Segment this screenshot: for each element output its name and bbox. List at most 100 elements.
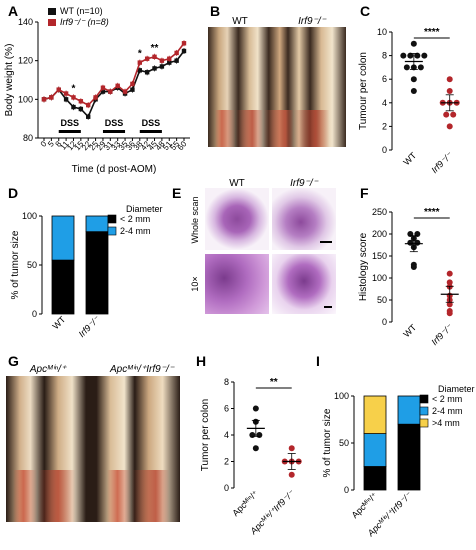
a-dss-bar — [58, 130, 81, 133]
a-legend-swatch-wt — [48, 8, 56, 15]
a-ko-point — [86, 102, 91, 108]
d-y-tick-label: 50 — [27, 260, 37, 270]
photo-label-b-ko: Irf9⁻/⁻ — [298, 16, 327, 27]
photo-label-g-right: Apcᴹⁱⁿ/⁺Irf9⁻/⁻ — [109, 364, 175, 375]
scale-bar-10x — [324, 306, 332, 308]
a-ko-point — [100, 85, 106, 90]
a-x-tick-label: 5 — [46, 139, 56, 149]
histology-ws-wt — [205, 188, 269, 250]
a-wt-point — [137, 68, 142, 73]
d-x-tick-label: Irf9⁻/⁻ — [77, 313, 103, 339]
c-y-axis-label: Tumour per colon — [358, 52, 369, 130]
a-x-tick-label: 60 — [176, 139, 189, 152]
i-legend-title: Diameter — [438, 384, 475, 394]
d-bar-segment — [85, 231, 109, 315]
i-legend-item: 2-4 mm — [432, 406, 463, 416]
f-y-tick-label: 100 — [372, 273, 387, 283]
d-y-tick-label: 100 — [22, 211, 37, 221]
a-dss-bar — [102, 130, 126, 133]
d-bar-segment — [51, 259, 75, 315]
a-ko-point — [41, 97, 47, 102]
a-wt-point — [130, 87, 135, 92]
h-point — [252, 405, 259, 412]
c-point — [400, 52, 407, 59]
f-point — [446, 310, 453, 317]
i-legend-swatch — [419, 394, 429, 404]
a-legend-swatch-ko — [48, 19, 56, 26]
c-significance: **** — [424, 27, 440, 38]
a-ko-point — [152, 54, 157, 59]
c-point — [410, 76, 417, 83]
photo-label-e-row1: Whole scan — [190, 196, 200, 243]
a-ko-point — [49, 95, 54, 100]
h-y-tick-label: 2 — [224, 457, 229, 467]
a-wt-point — [71, 104, 76, 110]
d-legend-item: < 2 mm — [120, 214, 150, 224]
panel-label-b: B — [210, 3, 220, 19]
h-x-tick-label: Apcᴹⁱⁿ/⁺ — [230, 488, 260, 518]
h-y-axis-label: Tumor per colon — [200, 399, 211, 471]
a-y-axis-label: Body weight (%) — [4, 44, 15, 117]
a-dss-bar — [139, 130, 162, 133]
a-x-tick-label: 8 — [54, 139, 64, 149]
i-y-tick-label: 50 — [339, 438, 349, 448]
a-ko-point — [108, 89, 113, 94]
a-ko-point — [122, 89, 128, 94]
d-legend-item: 2-4 mm — [120, 226, 151, 236]
i-legend-item: < 2 mm — [432, 394, 462, 404]
i-bar-segment — [363, 466, 387, 491]
h-y-tick-label: 6 — [224, 404, 229, 414]
h-point — [256, 432, 263, 438]
a-wt-point — [159, 64, 165, 69]
f-point — [446, 301, 453, 308]
panel-label-h: H — [196, 353, 206, 369]
h-point — [288, 445, 295, 452]
a-wt-point — [181, 48, 187, 54]
i-legend-item: >4 mm — [432, 418, 460, 428]
a-significance: * — [72, 83, 76, 94]
a-ko-point — [63, 91, 69, 96]
f-significance: **** — [424, 207, 440, 218]
a-wt-point — [144, 70, 150, 75]
a-y-tick-label: 120 — [18, 56, 33, 66]
d-bar-segment — [85, 215, 109, 233]
f-x-tick-label: Irf9⁻/⁻ — [429, 321, 455, 347]
c-point — [410, 88, 417, 94]
panel-label-a: A — [8, 3, 18, 19]
a-ko-point — [71, 95, 76, 100]
a-legend-ko: Irf9⁻/⁻ (n=8) — [60, 17, 109, 27]
c-point — [421, 52, 428, 59]
d-legend-title: Diameter — [126, 204, 163, 214]
d-legend-swatch — [107, 226, 117, 236]
a-wt-point — [86, 114, 91, 119]
panel-label-c: C — [360, 3, 370, 19]
h-y-tick-label: 4 — [224, 430, 229, 440]
i-x-tick-label: Apcᴹⁱⁿ/⁺ — [350, 490, 380, 520]
panel-label-i: I — [316, 353, 320, 369]
panel-label-d: D — [8, 185, 18, 201]
histology-ws-ko — [272, 188, 336, 250]
a-ko-point — [115, 83, 120, 88]
i-y-tick-label: 0 — [344, 485, 349, 495]
c-point — [446, 123, 453, 130]
a-legend-wt: WT (n=10) — [60, 6, 103, 16]
a-wt-point — [78, 106, 84, 112]
d-bar-segment — [51, 215, 75, 261]
c-y-tick-label: 6 — [382, 74, 387, 84]
i-legend-swatch — [419, 406, 429, 416]
c-y-tick-label: 4 — [382, 98, 387, 108]
h-point — [249, 432, 256, 438]
c-y-tick-label: 0 — [382, 145, 387, 155]
d-legend-swatch — [107, 214, 117, 224]
a-wt-point — [63, 97, 69, 102]
photo-label-e-row2: 10× — [190, 276, 200, 291]
a-wt-point — [167, 60, 172, 65]
colon-photo-b-tumors — [208, 110, 346, 147]
f-y-tick-label: 50 — [377, 295, 387, 305]
f-x-tick-label: WT — [401, 322, 418, 339]
h-y-tick-label: 8 — [224, 377, 229, 387]
i-bar-segment — [363, 433, 387, 467]
a-dss-label: DSS — [142, 118, 161, 128]
c-point — [414, 52, 421, 59]
f-point — [410, 264, 417, 270]
